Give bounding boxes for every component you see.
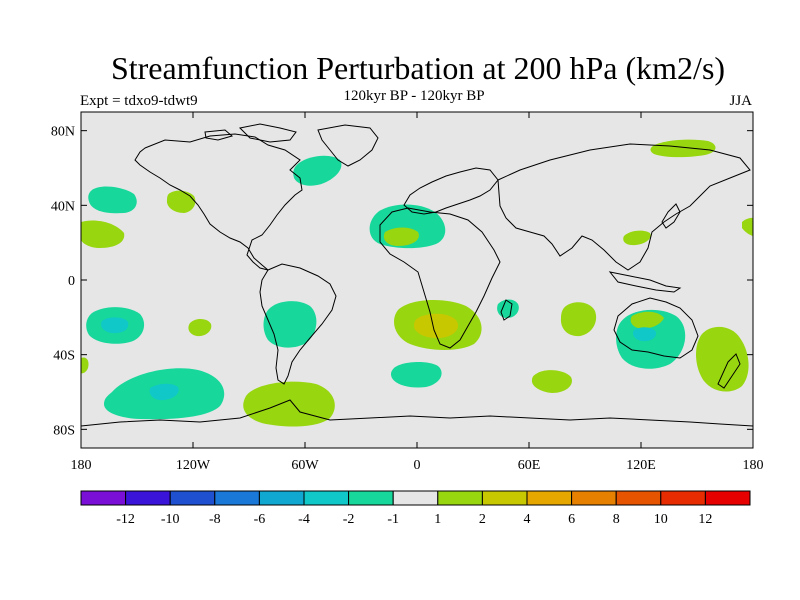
region-south-pacific-core — [101, 317, 129, 334]
region-indian-ocean — [560, 302, 597, 337]
coastline-australia — [613, 297, 699, 359]
region-south-atlantic — [390, 362, 442, 388]
colorbar-swatch — [660, 490, 706, 506]
colorbar-label: 6 — [568, 512, 575, 527]
latitude-axis: 80N 40N 0 40S 80S — [51, 125, 753, 438]
region-northwest-pacific-edge — [742, 217, 753, 236]
coastlines — [81, 123, 753, 427]
colorbar-label: -8 — [209, 512, 221, 527]
region-madagascar — [497, 299, 519, 318]
map-subtitle: 120kyr BP - 120kyr BP — [343, 88, 485, 104]
lon-tick-label: 120W — [176, 458, 211, 473]
colorbar-swatch — [214, 490, 260, 506]
colorbar-label: 4 — [524, 512, 531, 527]
region-new-zealand — [696, 326, 749, 392]
colorbar-swatch — [571, 490, 617, 506]
lat-tick-label: 40S — [53, 349, 75, 364]
region-south-america — [263, 301, 317, 348]
colorbar-swatch — [303, 490, 350, 506]
colorbar-label: 8 — [613, 512, 620, 527]
coastline-indonesia — [608, 271, 682, 293]
region-labrador-sea — [293, 155, 342, 186]
coastline-asia — [497, 143, 751, 271]
coastline-japan — [661, 203, 681, 229]
colorbar-swatch — [258, 490, 305, 506]
colorbar-swatch — [392, 490, 439, 506]
colorbar-label: 1 — [434, 512, 441, 527]
coastline-north-america — [134, 133, 303, 271]
coastline-greenland — [317, 124, 379, 167]
region-north-pacific — [88, 186, 137, 214]
experiment-label: Expt = tdxo9-tdwt9 — [80, 93, 198, 109]
coastline-new-zealand — [717, 353, 741, 389]
longitude-axis: 180 120W 60W 0 60E 120E 180 — [71, 112, 764, 473]
colorbar-swatch — [615, 490, 662, 506]
region-east-china-sea — [623, 230, 651, 246]
colorbar-label: 10 — [654, 512, 668, 527]
colorbar: -12 -10 -8 -6 -4 -2 -1 1 2 4 6 8 10 12 — [80, 490, 751, 527]
colorbar-swatch — [80, 490, 127, 506]
colorbar-swatch — [704, 490, 751, 506]
coastline-south-america — [259, 263, 337, 385]
coastline-madagascar — [500, 299, 513, 321]
region-south-pacific-east — [188, 318, 212, 337]
lat-tick-label: 40N — [51, 199, 75, 214]
coastline-antarctica — [81, 399, 753, 427]
lat-tick-label: 0 — [68, 274, 75, 289]
coastline-africa — [379, 207, 501, 349]
contour-fills — [81, 139, 753, 427]
lat-tick-label: 80N — [51, 125, 75, 140]
lat-tick-label: 80S — [53, 423, 75, 438]
region-southwest-pacific-edge — [81, 357, 89, 374]
colorbar-swatch — [125, 490, 171, 506]
region-central-pacific — [166, 190, 196, 213]
colorbar-swatch — [481, 490, 528, 506]
region-north-atlantic-south — [383, 227, 419, 246]
lon-tick-label: 60E — [518, 458, 541, 473]
lon-tick-label: 0 — [414, 458, 421, 473]
lon-tick-label: 180 — [71, 458, 92, 473]
region-australia-core — [632, 327, 657, 342]
season-label: JJA — [729, 93, 752, 109]
coastline-arctic-islands — [204, 123, 297, 143]
colorbar-swatch — [169, 490, 216, 506]
region-australia-north — [630, 311, 664, 329]
colorbar-swatch — [437, 490, 483, 506]
region-southern-africa-core — [414, 313, 459, 339]
region-arctic-siberia — [650, 139, 716, 158]
map-title: Streamfunction Perturbation at 200 hPa (… — [110, 50, 726, 86]
lon-tick-label: 180 — [743, 458, 764, 473]
colorbar-label: -1 — [387, 512, 399, 527]
region-southern-pacific-ocean-core — [149, 383, 179, 401]
colorbar-label: -4 — [298, 512, 310, 527]
colorbar-swatch — [348, 490, 394, 506]
lon-tick-label: 60W — [291, 458, 319, 473]
colorbar-label: -2 — [343, 512, 355, 527]
colorbar-label: -6 — [254, 512, 266, 527]
colorbar-label: -10 — [161, 512, 180, 527]
colorbar-swatch — [526, 490, 573, 506]
colorbar-label: -12 — [116, 512, 135, 527]
region-northeast-pacific-edge — [81, 220, 125, 248]
colorbar-label: 2 — [479, 512, 486, 527]
region-drake-passage — [243, 381, 335, 427]
lon-tick-label: 120E — [626, 458, 656, 473]
region-indian-ocean-south — [531, 370, 572, 393]
colorbar-label: 12 — [698, 512, 712, 527]
